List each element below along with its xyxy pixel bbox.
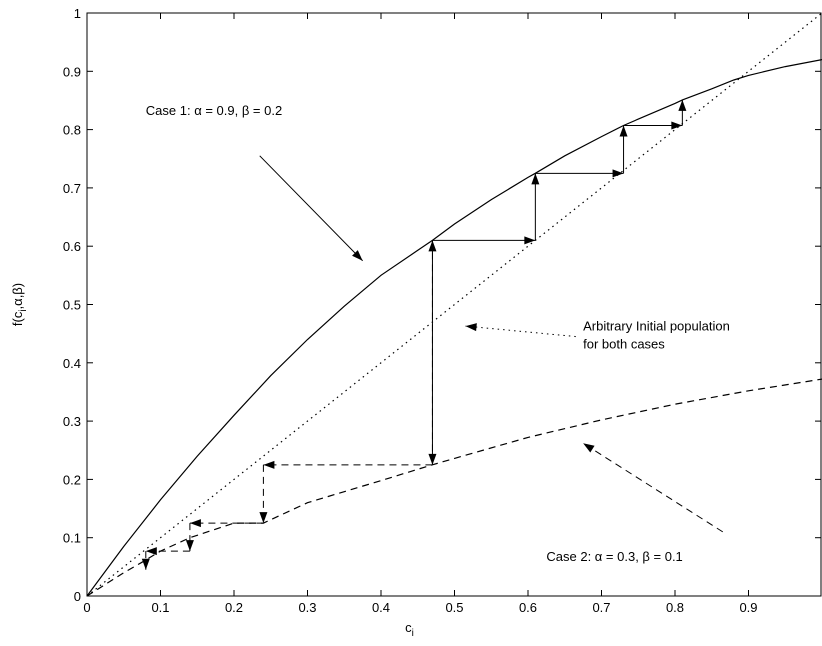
y-tick-label: 0.6	[63, 239, 81, 254]
y-tick-label: 1	[74, 6, 81, 21]
y-tick-label: 0.7	[63, 181, 81, 196]
y-tick-label: 0.9	[63, 64, 81, 79]
ticks-layer: 0 0.1 0.2 0.3 0.4 0.5 0.6 0.7 0.8 0.9 0 0.1 0.2 0.3 0.…	[63, 6, 821, 615]
y-tick-label: 0.3	[63, 414, 81, 429]
y-axis-label-sub: i	[18, 309, 29, 311]
y-axis-label-rest: ,α,β)	[10, 283, 25, 310]
x-tick-label: 0	[83, 600, 90, 615]
cobweb-arrowhead	[259, 512, 268, 524]
cobweb-arrowhead	[428, 453, 437, 465]
annotation-1-text: Case 1: α = 0.9, β = 0.2	[146, 103, 282, 118]
y-axis-label-main: f(c	[10, 311, 25, 326]
series-dotted-line	[86, 12, 822, 597]
cobweb-arrowhead	[619, 125, 628, 137]
annotation-2-text: Arbitrary Initial population	[583, 319, 730, 334]
y-tick-label: 0	[74, 589, 81, 604]
cobweb-layer	[141, 99, 687, 570]
cobweb-arrowhead	[678, 99, 687, 111]
y-tick-label: 0.4	[63, 356, 81, 371]
annotation-2-pointer	[465, 325, 576, 338]
annotation-layer: Case 1: α = 0.9, β = 0.2 Arbitrary Initia…	[146, 103, 730, 564]
y-axis-label: f(ci,α,β)	[10, 283, 29, 326]
x-tick-label: 0.5	[445, 600, 463, 615]
y-tick-label: 0.1	[63, 531, 81, 546]
series-solid-line	[86, 59, 822, 597]
x-tick-label: 0.6	[519, 600, 537, 615]
cobweb-arrowhead	[671, 121, 683, 130]
cobweb-arrowhead	[524, 236, 536, 245]
y-tick-label: 0.2	[63, 472, 81, 487]
x-tick-label: 0.4	[372, 600, 390, 615]
annotation-2-arrowhead	[465, 323, 477, 332]
x-tick-label: 0.9	[739, 600, 757, 615]
x-tick-label: 0.7	[592, 600, 610, 615]
x-tick-label: 0.1	[151, 600, 169, 615]
y-tick-label: 0.5	[63, 298, 81, 313]
x-tick-label: 0.3	[298, 600, 316, 615]
cobweb-arrowhead	[145, 547, 157, 556]
y-tick-label: 0.8	[63, 123, 81, 138]
cobweb-arrowhead	[185, 540, 194, 552]
x-axis-label: ci	[405, 620, 414, 639]
cobweb-arrowhead	[141, 558, 150, 570]
x-axis-label-main: c	[405, 620, 412, 635]
cobweb-arrowhead	[531, 173, 540, 185]
x-axis-label-sub: i	[412, 628, 414, 639]
annotation-3-text: Case 2: α = 0.3, β = 0.1	[546, 549, 682, 564]
annotation-1-arrowhead	[352, 250, 363, 261]
curves-layer	[86, 12, 822, 597]
x-tick-label: 0.8	[666, 600, 684, 615]
series-dashed-line	[86, 378, 822, 597]
cobweb-arrowhead	[263, 460, 275, 469]
annotation-3-arrowhead	[583, 443, 595, 453]
x-tick-label: 0.2	[225, 600, 243, 615]
cobweb-arrowhead	[189, 519, 201, 528]
annotation-2-text-line2: for both cases	[583, 337, 665, 352]
annotation-1-pointer	[259, 155, 363, 262]
annotation-3-pointer	[582, 442, 724, 533]
cobweb-arrowhead	[612, 169, 624, 178]
